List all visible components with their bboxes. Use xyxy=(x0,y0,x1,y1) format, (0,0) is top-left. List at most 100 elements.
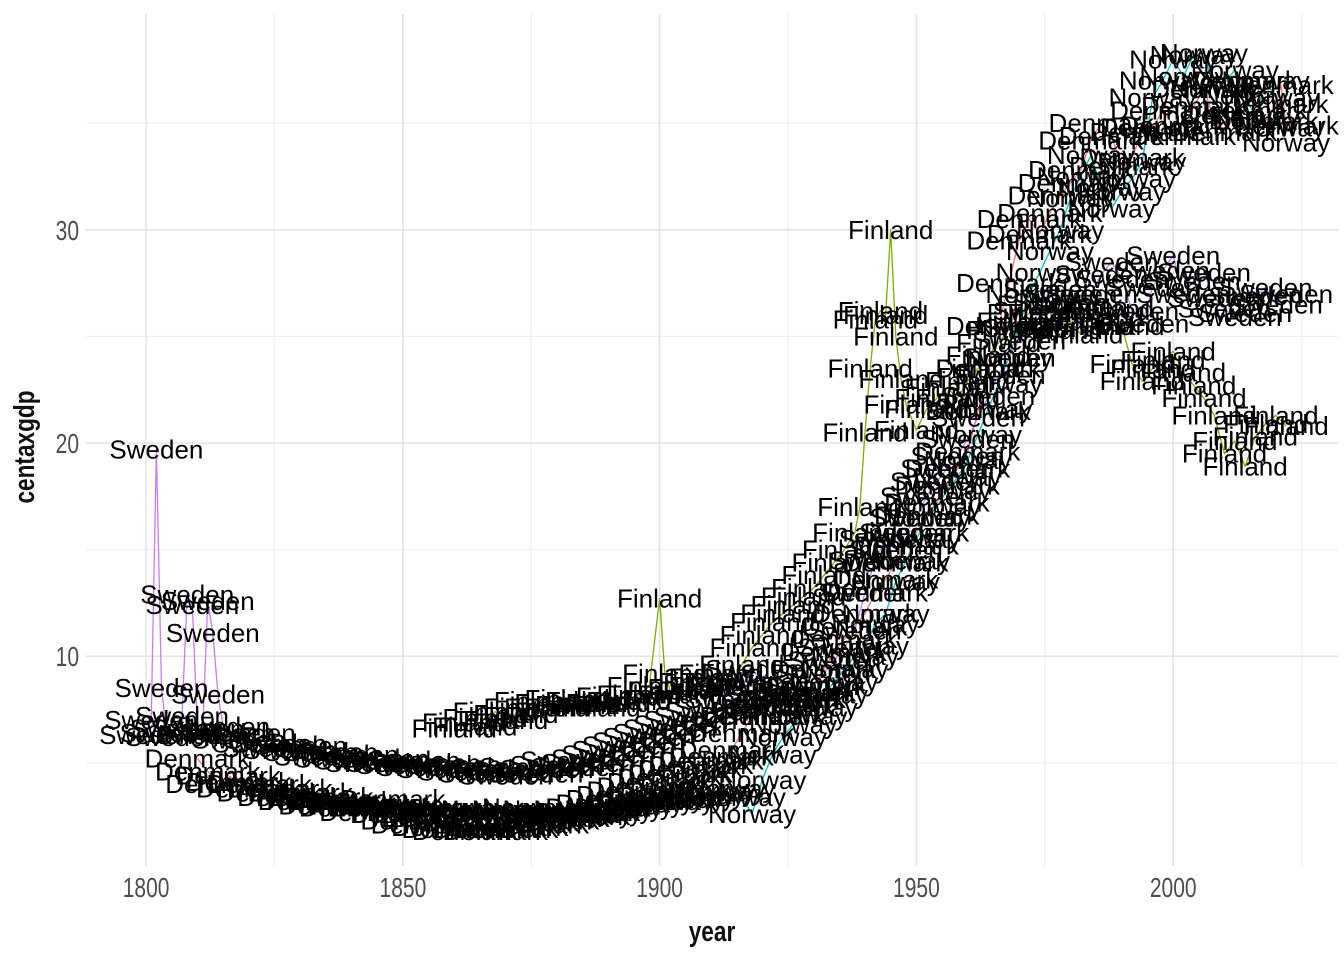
point-label-norway: Norway xyxy=(667,778,755,808)
point-label-finland: Finland xyxy=(566,688,651,718)
point-label-norway: Norway xyxy=(451,799,539,829)
point-label-norway: Norway xyxy=(1211,102,1299,132)
point-label-sweden: Sweden xyxy=(664,697,758,727)
point-label-sweden: Sweden xyxy=(869,503,963,533)
point-label-denmark: Denmark xyxy=(1151,74,1257,104)
point-label-norway: Norway xyxy=(831,609,919,639)
point-label-denmark: Denmark xyxy=(556,788,662,818)
point-label-norway: Norway xyxy=(975,311,1063,341)
point-label-norway: Norway xyxy=(1078,177,1166,207)
point-label-norway: Norway xyxy=(1160,38,1248,68)
point-label-finland: Finland xyxy=(1038,319,1123,349)
point-label-denmark: Denmark xyxy=(412,816,518,846)
point-label-norway: Norway xyxy=(636,784,724,814)
point-label-sweden: Sweden xyxy=(808,616,902,646)
point-label-sweden: Sweden xyxy=(952,360,1046,390)
point-label-sweden: Sweden xyxy=(900,454,994,484)
point-label-sweden: Sweden xyxy=(489,759,583,789)
point-label-norway: Norway xyxy=(441,795,529,825)
point-label-finland: Finland xyxy=(648,673,733,703)
point-label-finland: Finland xyxy=(781,560,866,590)
point-label-finland: Finland xyxy=(740,599,825,629)
point-label-finland: Finland xyxy=(1028,307,1113,337)
point-label-norway: Norway xyxy=(646,782,734,812)
point-label-norway: Norway xyxy=(585,790,673,820)
point-label-finland: Finland xyxy=(1161,383,1246,413)
point-label-sweden: Sweden xyxy=(767,671,861,701)
point-label-norway: Norway xyxy=(626,786,714,816)
point-label-denmark: Denmark xyxy=(535,797,641,827)
point-label-norway: Norway xyxy=(420,793,508,823)
point-label-sweden: Sweden xyxy=(346,748,440,778)
series-line-finland xyxy=(453,229,1287,730)
point-label-norway: Norway xyxy=(1170,74,1258,104)
point-label-denmark: Denmark xyxy=(812,599,918,629)
point-label-finland: Finland xyxy=(771,573,856,603)
point-label-sweden: Sweden xyxy=(418,756,512,786)
point-label-denmark: Denmark xyxy=(689,718,795,748)
point-label-sweden: Sweden xyxy=(104,705,198,735)
point-label-norway: Norway xyxy=(872,524,960,554)
point-label-denmark: Denmark xyxy=(381,803,487,833)
point-label-sweden: Sweden xyxy=(798,633,892,663)
point-label-sweden: Sweden xyxy=(1178,294,1272,324)
point-label-norway: Norway xyxy=(800,654,888,684)
point-label-denmark: Denmark xyxy=(1131,121,1237,151)
point-label-sweden: Sweden xyxy=(428,752,522,782)
point-label-sweden: Sweden xyxy=(941,381,1035,411)
point-label-finland: Finland xyxy=(668,663,753,693)
point-label-finland: Finland xyxy=(422,707,507,737)
point-label-norway: Norway xyxy=(318,788,406,818)
point-label-norway: Norway xyxy=(616,784,704,814)
point-label-denmark: Denmark xyxy=(864,518,970,548)
point-label-norway: Norway xyxy=(1119,66,1207,96)
point-label-norway: Norway xyxy=(1016,215,1104,245)
point-label-finland: Finland xyxy=(1110,353,1195,383)
point-label-denmark: Denmark xyxy=(206,769,312,799)
gridlines xyxy=(86,14,1338,866)
point-label-finland: Finland xyxy=(946,341,1031,371)
point-label-denmark: Denmark xyxy=(1049,108,1155,138)
point-label-denmark: Denmark xyxy=(247,778,353,808)
point-label-sweden: Sweden xyxy=(263,737,357,767)
point-label-sweden: Sweden xyxy=(1208,281,1302,311)
point-label-finland: Finland xyxy=(1079,311,1164,341)
point-label-sweden: Sweden xyxy=(459,761,553,791)
point-label-finland: Finland xyxy=(761,582,846,612)
point-label-norway: Norway xyxy=(1237,113,1325,143)
point-labels: DenmarkDenmarkDenmarkDenmarkDenmarkDenma… xyxy=(99,38,1340,846)
point-label-denmark: Denmark xyxy=(1192,66,1298,96)
point-label-finland: Finland xyxy=(812,518,897,548)
point-label-finland: Finland xyxy=(617,584,702,614)
point-label-sweden: Sweden xyxy=(387,748,481,778)
point-label-sweden: Sweden xyxy=(643,705,737,735)
point-label-sweden: Sweden xyxy=(880,481,974,511)
x-tick-label: 1800 xyxy=(123,873,170,904)
point-label-finland: Finland xyxy=(638,680,723,710)
point-label-sweden: Sweden xyxy=(1126,240,1220,270)
point-label-denmark: Denmark xyxy=(175,761,281,791)
point-label-sweden: Sweden xyxy=(335,744,429,774)
point-label-sweden: Sweden xyxy=(469,756,563,786)
point-label-sweden: Sweden xyxy=(150,714,244,744)
point-label-denmark: Denmark xyxy=(607,767,713,797)
point-label-sweden: Sweden xyxy=(109,434,203,464)
point-label-finland: Finland xyxy=(596,680,681,710)
point-label-sweden: Sweden xyxy=(1198,298,1292,328)
point-label-denmark: Denmark xyxy=(514,799,620,829)
point-label-norway: Norway xyxy=(431,797,519,827)
point-label-finland: Finland xyxy=(976,307,1061,337)
point-label-norway: Norway xyxy=(574,793,662,823)
point-label-denmark: Denmark xyxy=(1182,100,1288,130)
point-label-denmark: Denmark xyxy=(401,814,507,844)
point-label-finland: Finland xyxy=(925,366,1010,396)
point-label-norway: Norway xyxy=(657,780,745,810)
point-label-norway: Norway xyxy=(410,795,498,825)
point-label-denmark: Denmark xyxy=(751,677,857,707)
point-label-sweden: Sweden xyxy=(787,646,881,676)
x-tick-label: 1900 xyxy=(636,873,683,904)
point-label-sweden: Sweden xyxy=(120,718,214,748)
point-label-sweden: Sweden xyxy=(1003,275,1097,305)
point-label-denmark: Denmark xyxy=(699,701,805,731)
point-label-denmark: Denmark xyxy=(1079,142,1185,172)
